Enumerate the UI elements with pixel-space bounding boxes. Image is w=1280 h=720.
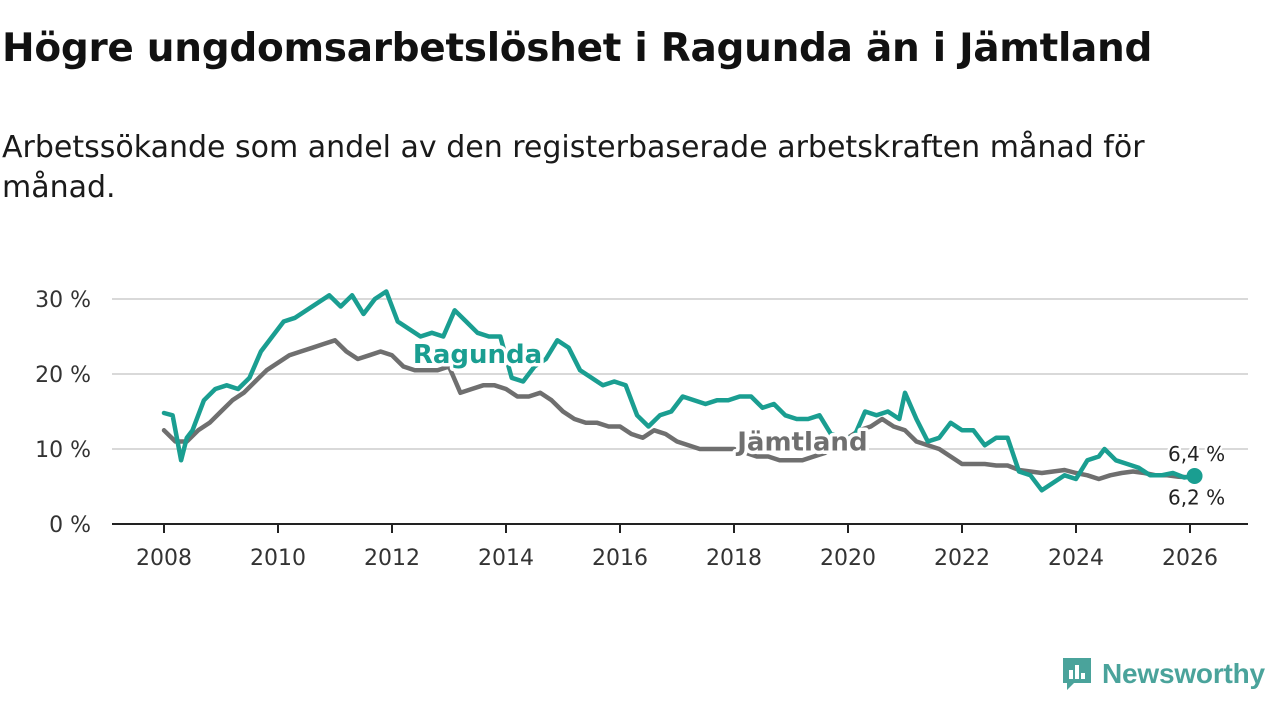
- x-tick-label: 2012: [364, 546, 420, 571]
- x-tick-label: 2026: [1162, 546, 1218, 571]
- end-value-label-jamtland: 6,2 %: [1168, 486, 1225, 510]
- series-label-jamtland: Jämtland: [735, 428, 867, 458]
- y-tick-label: 10 %: [35, 438, 91, 463]
- brand-name: Newsworthy: [1102, 658, 1265, 689]
- end-value-label-ragunda: 6,4 %: [1168, 442, 1225, 466]
- y-tick-label: 30 %: [35, 288, 91, 313]
- y-axis-ticks: 0 % 10 % 20 % 30 %: [35, 288, 91, 538]
- series-line-jamtland: [161, 338, 1197, 482]
- x-tick-label: 2020: [820, 546, 876, 571]
- series-lines: [161, 289, 1197, 493]
- gridlines: [112, 298, 1248, 450]
- chart-subtitle: Arbetssökande som andel av den registerb…: [2, 130, 1145, 205]
- y-tick-label: 20 %: [35, 363, 91, 388]
- x-tick-label: 2024: [1048, 546, 1104, 571]
- x-tick-label: 2016: [592, 546, 648, 571]
- series-labels: Ragunda 6,4 % Jämtland 6,2 %: [409, 336, 1227, 512]
- series-line-ragunda: [161, 289, 1197, 493]
- x-tick-label: 2010: [250, 546, 306, 571]
- end-point-ragunda: [1186, 468, 1203, 484]
- x-tick-label: 2014: [478, 546, 534, 571]
- newsworthy-logo-icon: [1063, 658, 1091, 690]
- newsworthy-brand[interactable]: Newsworthy: [1060, 654, 1265, 694]
- x-axis: 2008 2010 2012 2014 2016 2018 2020 2022 2024 2026: [112, 523, 1248, 571]
- series-label-ragunda: Ragunda: [413, 340, 542, 370]
- y-tick-label: 0 %: [49, 513, 91, 538]
- x-tick-label: 2008: [136, 546, 192, 571]
- x-tick-label: 2018: [706, 546, 762, 571]
- x-tick-label: 2022: [934, 546, 990, 571]
- chart-title: Högre ungdomsarbetslöshet i Ragunda än i…: [2, 26, 1153, 71]
